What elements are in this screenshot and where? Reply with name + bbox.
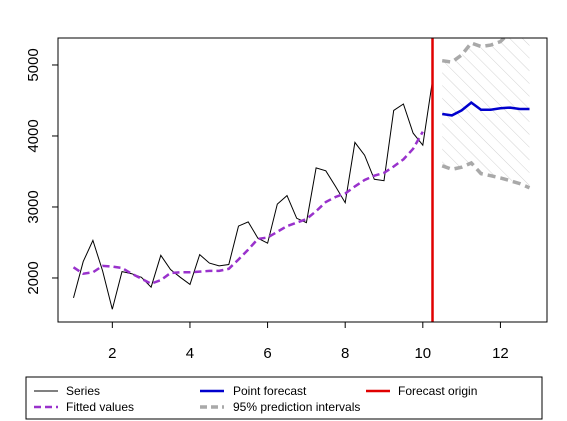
lower-interval-line <box>441 160 531 190</box>
x-tick-label: 8 <box>341 345 349 362</box>
legend-label-intervals: 95% prediction intervals <box>233 400 360 414</box>
x-tick-label: 10 <box>414 345 431 362</box>
upper-interval-line <box>441 38 507 64</box>
y-tick-label: 3000 <box>25 190 42 223</box>
legend: Series Fitted values Point forecast 95% … <box>25 376 543 420</box>
x-tick-label: 2 <box>108 345 116 362</box>
y-tick-label: 2000 <box>25 261 42 294</box>
y-tick-label: 5000 <box>25 48 42 81</box>
x-tick-label: 12 <box>492 345 509 362</box>
fitted-values-line <box>72 131 424 286</box>
point-forecast-line <box>442 101 530 117</box>
series-line <box>73 80 433 310</box>
legend-label-forecast-origin: Forecast origin <box>398 384 477 398</box>
x-tick-label: 6 <box>263 345 271 362</box>
legend-label-series: Series <box>66 384 100 398</box>
legend-box <box>25 376 543 420</box>
prediction-interval-area <box>442 38 530 188</box>
plot-frame <box>57 37 548 323</box>
legend-label-point-forecast: Point forecast <box>233 384 307 398</box>
y-tick-label: 4000 <box>25 119 42 152</box>
legend-label-fitted: Fitted values <box>66 400 134 414</box>
x-tick-label: 4 <box>186 345 194 362</box>
